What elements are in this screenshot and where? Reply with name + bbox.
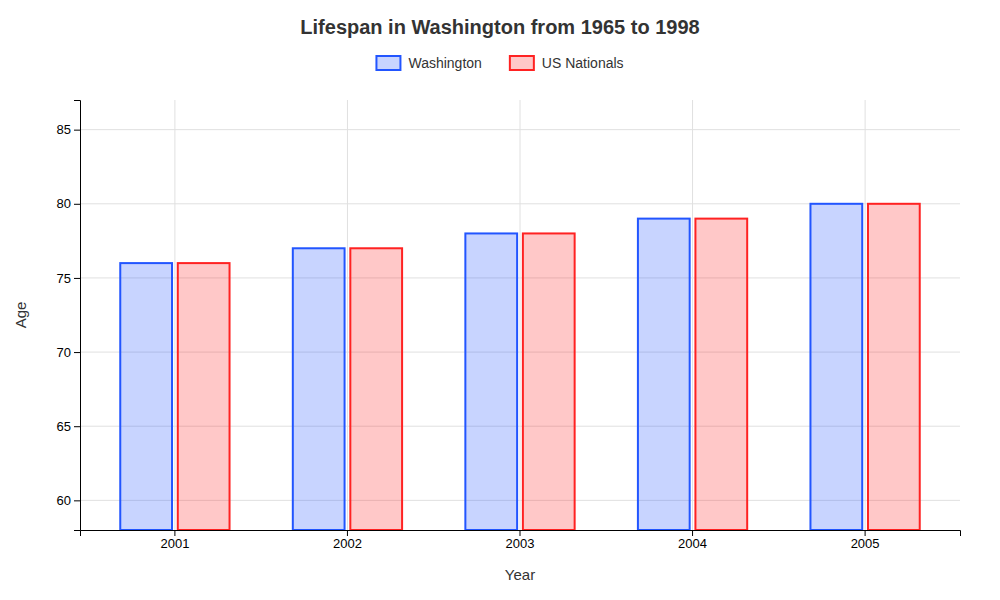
- legend-swatch: [510, 56, 534, 70]
- y-axis-title: Age: [12, 302, 29, 329]
- y-axis-line: [74, 101, 81, 531]
- y-tick-label: 80: [57, 196, 71, 211]
- y-tick-mark: [74, 352, 80, 353]
- title: Lifespan in Washington from 1965 to 1998: [300, 16, 699, 38]
- x-tick-label: 2003: [506, 536, 535, 551]
- bar: [638, 219, 690, 530]
- y-tick-mark: [74, 278, 80, 279]
- chart-svg: Lifespan in Washington from 1965 to 1998…: [0, 0, 1000, 600]
- legend-item: Washington: [376, 55, 481, 71]
- y-axis: 60 65 70 75 80 85: [57, 101, 81, 531]
- x-tick-mark: [692, 530, 693, 536]
- x-grid-line: [347, 100, 348, 530]
- x-tick-label: 2001: [160, 536, 189, 551]
- x-tick-label: 2005: [851, 536, 880, 551]
- x-grid-line: [865, 100, 866, 530]
- x-axis-title: Year: [505, 566, 535, 583]
- x-grid-line: [692, 100, 693, 530]
- legend-label: Washington: [408, 55, 481, 71]
- x-tick-mark: [347, 530, 348, 536]
- bar: [293, 248, 345, 530]
- y-tick-label: 70: [57, 345, 71, 360]
- bar: [120, 263, 172, 530]
- y-tick-mark: [74, 500, 80, 501]
- y-tick-label: 60: [57, 493, 71, 508]
- x-tick: 2001: [160, 530, 189, 551]
- y-tick: 70: [57, 345, 80, 360]
- x-tick: 2004: [678, 530, 707, 551]
- bar: [868, 204, 920, 530]
- y-tick: 65: [57, 419, 80, 434]
- x-tick-mark: [520, 530, 521, 536]
- y-tick: 75: [57, 271, 80, 286]
- y-tick-label: 75: [57, 271, 71, 286]
- legend: Washington US Nationals: [376, 55, 623, 71]
- y-tick: 85: [57, 122, 80, 137]
- bar: [465, 233, 517, 530]
- y-tick-mark: [74, 426, 80, 427]
- chart-container: Lifespan in Washington from 1965 to 1998…: [0, 0, 1000, 600]
- series: [178, 204, 920, 530]
- y-tick: 80: [57, 196, 80, 211]
- grid: [80, 100, 960, 530]
- x-tick-mark: [865, 530, 866, 536]
- bar: [523, 233, 575, 530]
- bar: [810, 204, 862, 530]
- y-tick-label: 65: [57, 419, 71, 434]
- bars: [120, 204, 919, 530]
- x-tick-label: 2004: [678, 536, 707, 551]
- legend-swatch: [376, 56, 400, 70]
- series: [120, 204, 862, 530]
- x-tick-label: 2002: [333, 536, 362, 551]
- x-grid-line: [174, 100, 175, 530]
- bar: [695, 219, 747, 530]
- y-tick-mark: [74, 204, 80, 205]
- x-axis: 2001 2002 2003 2004 2005: [81, 530, 961, 551]
- x-tick: 2005: [851, 530, 880, 551]
- bar: [350, 248, 402, 530]
- bar: [178, 263, 230, 530]
- legend-label: US Nationals: [542, 55, 624, 71]
- x-grid-line: [520, 100, 521, 530]
- x-tick: 2002: [333, 530, 362, 551]
- x-axis-line: [81, 531, 961, 537]
- x-tick: 2003: [506, 530, 535, 551]
- x-tick-mark: [174, 530, 175, 536]
- y-tick-mark: [74, 130, 80, 131]
- y-tick-label: 85: [57, 122, 71, 137]
- legend-item: US Nationals: [510, 55, 624, 71]
- y-tick: 60: [57, 493, 80, 508]
- plot-area: 2001 2002 2003 2004 2005 60 65 70 75 80 85: [57, 100, 961, 551]
